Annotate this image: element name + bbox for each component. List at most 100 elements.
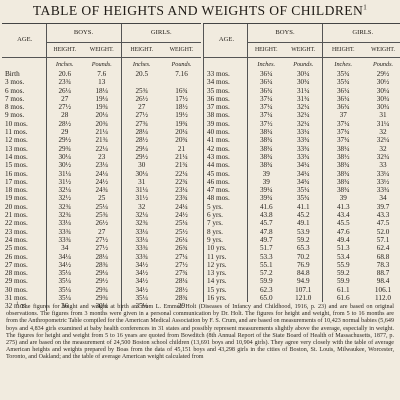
boys-weight-cell: 24¾ [95, 186, 109, 195]
girls-height-cell: 55.9 [322, 260, 364, 270]
girls-height-cell: 35¾ [322, 78, 364, 87]
girls-weight-cell: 33¾ [376, 186, 390, 195]
boys-height-cell: 37½ [247, 119, 285, 129]
boys-weight-cell: 19¼ [95, 94, 109, 103]
age-cell: 15 mos. [5, 161, 28, 170]
table-row: 32 mos. 36 30¼ 35¼ 29 [2, 302, 201, 311]
age-cell: 9 yrs. [207, 235, 223, 244]
girls-height-cell: 36¼ [322, 94, 364, 104]
boys-height-cell: 32¾ [45, 202, 83, 212]
boys-height-cell: 37¼ [247, 94, 285, 104]
age-cell: 11 mos. [5, 128, 28, 137]
boys-height-cell: 39 [247, 169, 285, 178]
girls-height-cell: 31½ [120, 194, 162, 203]
girls-height-cell: 34½ [120, 277, 162, 286]
boys-weight-cell: 23¼ [95, 161, 109, 170]
boys-weight-cell: 29½ [95, 277, 109, 286]
girls-header: GIRLS. [120, 23, 202, 43]
table-row: 14 mos. 30¼ 23 29½ 21¼ [2, 152, 201, 162]
girls-height-cell: 53.4 [322, 252, 364, 261]
boys-weight-header: WEIGHT. [83, 42, 121, 58]
boys-height-header: HEIGHT. [247, 42, 285, 58]
girls-height-cell: 61.6 [322, 294, 364, 303]
table-row: 26 mos. 34¼ 28¼ 33¾ 27¼ [2, 252, 201, 261]
boys-weight-cell: 34¼ [296, 161, 310, 170]
boys-height-cell: 27 [45, 94, 83, 104]
table-row: 24 mos. 33¾ 27½ 33¼ 26¼ [2, 235, 201, 245]
girls-height-cell: 33¼ [120, 227, 162, 236]
girls-height-cell: 37¼ [322, 119, 364, 129]
age-cell: 8 yrs. [207, 227, 223, 236]
table-row: Birth 20.6 7.6 20.5 7.16 [2, 70, 201, 79]
boys-height-cell: 26¼ [45, 86, 83, 95]
girls-weight-cell: 27¼ [175, 252, 188, 261]
age-cell: 29 mos. [5, 277, 28, 286]
boys-weight-cell: 32¼ [296, 103, 310, 112]
age-cell: 12 yrs. [207, 260, 227, 269]
table-row: 11 mos. 29 21¼ 28¼ 20¼ [2, 128, 201, 137]
girls-weight-cell: 27½ [175, 260, 188, 269]
age-cell: 9 mos. [5, 111, 25, 120]
age-cell: 14 mos. [5, 152, 28, 161]
boys-height-cell: 65.0 [247, 294, 285, 303]
boys-height-cell: 49.7 [247, 235, 285, 245]
girls-height-cell: 31 [120, 177, 162, 187]
girls-height-cell: 27 [120, 103, 162, 112]
table-row: 14 yrs. 59.9 94.9 59.9 98.4 [204, 277, 400, 286]
boys-height-cell: 39¼ [247, 186, 285, 195]
table-row: 45 mos. 39 34¼ 38¾ 33¼ [204, 169, 400, 178]
girls-weight-cell: 30½ [376, 78, 390, 87]
boys-weight-cell: 35¾ [296, 194, 310, 203]
girls-weight-cell: 28¾ [175, 294, 188, 303]
age-cell: 37 mos. [207, 103, 230, 112]
boys-weight-cell: 29¾ [95, 285, 109, 294]
age-cell: Birth [5, 70, 20, 78]
boys-height-cell: 32½ [45, 194, 83, 203]
table-row: 6 yrs. 43.8 45.2 43.4 43.3 [204, 211, 400, 220]
girls-header: GIRLS. [321, 23, 400, 43]
girls-weight-cell: 24½ [175, 211, 188, 220]
table-row: 8 mos. 27½ 19¾ 27 18½ [2, 103, 201, 112]
right-height-weight-table: AGE. BOYS. GIRLS. HEIGHT. WEIGHT. HEIGHT… [203, 23, 400, 303]
boys-height-cell: 32¾ [45, 211, 83, 220]
footnote: 1 The figures for height and weight at b… [6, 301, 394, 361]
age-cell: 14 yrs. [207, 277, 227, 286]
girls-height-cell: 34½ [120, 260, 162, 270]
table-row: 42 mos. 38¾ 33¾ 38¼ 32 [204, 144, 400, 153]
girls-height-cell: 51.3 [322, 244, 364, 253]
age-cell: 41 mos. [207, 136, 230, 145]
boys-weight-cell: 23 [98, 152, 106, 161]
boys-height-cell: 41.6 [247, 202, 285, 212]
table-row: 5 yrs. 41.6 41.1 41.3 39.7 [204, 202, 400, 212]
table-row: 19 mos. 32½ 25 31½ 23¾ [2, 194, 201, 203]
girls-height-cell: 35¾ [322, 70, 364, 79]
table-row: 47 mos. 39¼ 35¼ 38¾ 33¾ [204, 186, 400, 195]
boys-height-cell: 38¼ [247, 128, 285, 137]
table-row: 48 mos. 39¾ 35¾ 39 34 [204, 194, 400, 203]
boys-height-cell: 29¾ [45, 144, 83, 153]
table-row: 15 mos. 30½ 23¼ 30 21¾ [2, 161, 201, 170]
girls-weight-cell: 98.4 [376, 277, 390, 286]
age-cell: 33 mos. [207, 70, 230, 78]
girls-weight-cell: 23¼ [175, 186, 188, 195]
boys-weight-cell: 34¾ [296, 177, 310, 186]
boys-height-cell: 59.9 [247, 277, 285, 286]
units-row: Inches. Pounds. Inches. Pounds. [2, 57, 201, 70]
boys-height-cell: 51.7 [247, 244, 285, 253]
girls-weight-cell: 33½ [376, 177, 390, 186]
age-cell: 30 mos. [5, 285, 28, 294]
girls-weight-cell: 18½ [175, 103, 188, 112]
girls-weight-cell: 28¼ [175, 277, 188, 286]
unit-label: Pounds. [91, 61, 112, 69]
boys-height-header: HEIGHT. [45, 42, 83, 58]
boys-height-cell: 53.3 [247, 252, 285, 261]
girls-weight-cell: 27¾ [175, 269, 188, 278]
boys-weight-cell: 32¼ [296, 119, 310, 128]
boys-weight-cell: 25¼ [95, 202, 109, 211]
boys-weight-cell: 53.9 [296, 227, 310, 236]
boys-height-cell: 39¾ [247, 194, 285, 203]
boys-weight-cell: 41.1 [296, 202, 310, 211]
girls-weight-header: WEIGHT. [162, 42, 202, 58]
girls-height-cell: 38¼ [322, 144, 364, 153]
